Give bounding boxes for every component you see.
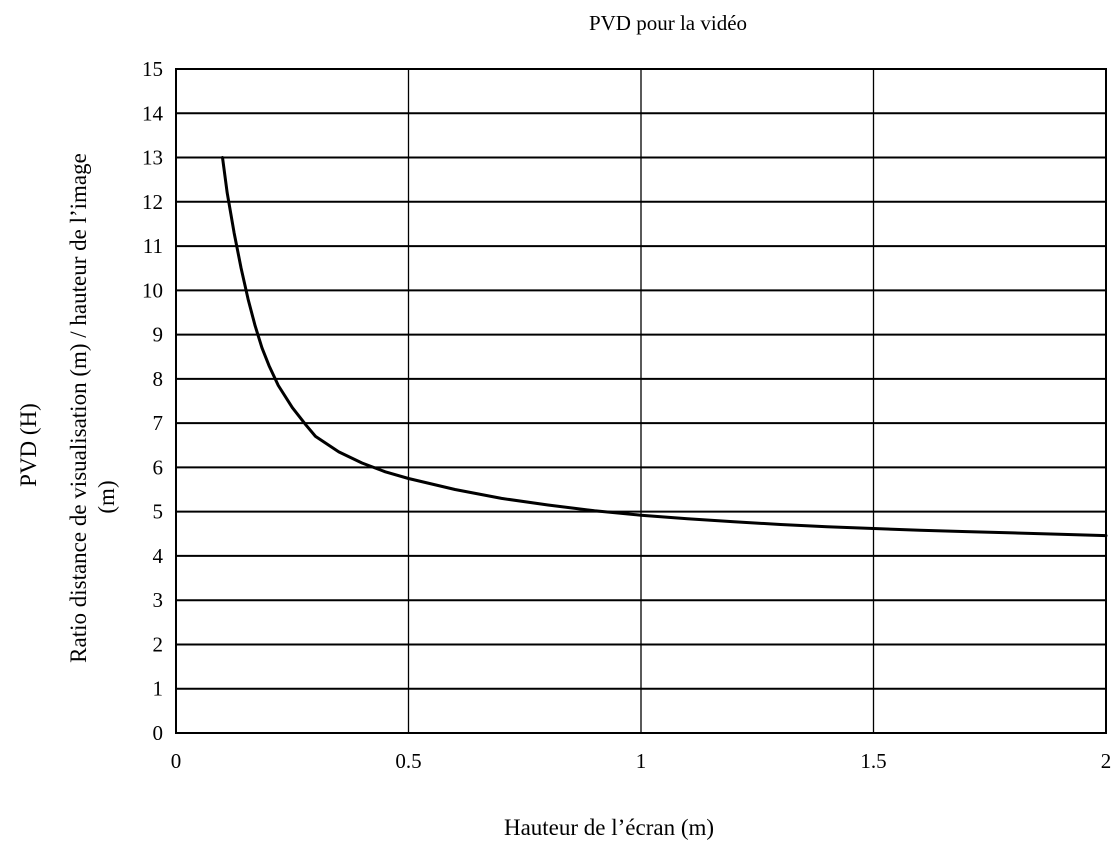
- y-axis-label-line-1: PVD (H): [16, 403, 41, 487]
- y-tick-label: 0: [153, 721, 164, 745]
- y-axis-label: PVD (H) Ratio distance de visualisation …: [16, 153, 119, 663]
- y-tick-label: 9: [153, 323, 164, 347]
- y-tick-label: 7: [153, 411, 164, 435]
- x-tick-label: 0.5: [395, 749, 421, 773]
- y-tick-label: 1: [153, 677, 164, 701]
- x-tick-label: 0: [171, 749, 182, 773]
- chart-title: PVD pour la vidéo: [589, 11, 747, 35]
- y-tick-label: 8: [153, 367, 164, 391]
- y-tick-label: 2: [153, 632, 164, 656]
- x-tick-label: 1.5: [860, 749, 886, 773]
- y-tick-label: 10: [142, 278, 163, 302]
- y-tick-label: 14: [142, 101, 164, 125]
- y-tick-label: 11: [143, 234, 163, 258]
- y-tick-label: 15: [142, 57, 163, 81]
- grid: [175, 68, 1107, 734]
- x-tick-label: 2: [1101, 749, 1112, 773]
- y-axis-label-line-3: (m): [94, 480, 119, 513]
- x-tick-labels: 0 0.5 1 1.5 2: [171, 749, 1112, 773]
- y-tick-label: 13: [142, 146, 163, 170]
- x-tick-label: 1: [636, 749, 647, 773]
- y-tick-label: 5: [153, 500, 164, 524]
- y-tick-label: 3: [153, 588, 164, 612]
- y-axis-label-line-2: Ratio distance de visualisation (m) / ha…: [66, 153, 91, 663]
- plot-frame: [175, 68, 1107, 734]
- x-axis-label: Hauteur de l’écran (m): [504, 815, 714, 840]
- series-line: [221, 156, 1108, 538]
- y-tick-label: 12: [142, 190, 163, 214]
- y-tick-label: 4: [153, 544, 164, 568]
- y-tick-label: 6: [153, 455, 164, 479]
